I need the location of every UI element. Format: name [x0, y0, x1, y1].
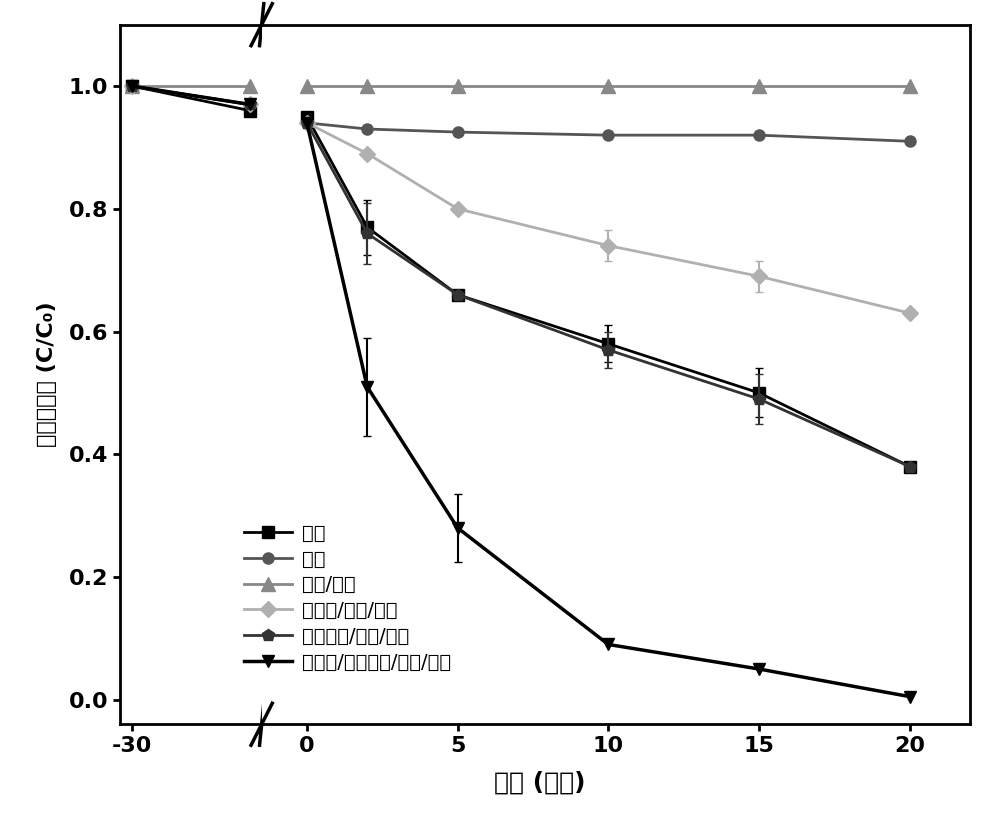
超声 [361, 222, 373, 232]
二硫化钼/超声/光照 [361, 229, 373, 239]
超声 [301, 112, 313, 122]
二硫化钼/超声/光照 [753, 394, 765, 404]
氮化碳/二硫化钼/超声/光照 [753, 664, 765, 674]
光照 [361, 124, 373, 134]
超声/光照 [361, 81, 373, 91]
超声/光照 [753, 81, 765, 91]
超声 [602, 339, 614, 349]
氮化碳/超声/光照 [904, 308, 916, 318]
氮化碳/超声/光照 [452, 204, 464, 214]
Line: 氮化碳/超声/光照: 氮化碳/超声/光照 [301, 118, 915, 319]
Y-axis label: 六价铬去除 (C/C₀): 六价铬去除 (C/C₀) [37, 302, 57, 447]
光照 [602, 130, 614, 140]
超声/光照 [602, 81, 614, 91]
二硫化钼/超声/光照 [904, 462, 916, 472]
Line: 氮化碳/二硫化钼/超声/光照: 氮化碳/二硫化钼/超声/光照 [301, 117, 916, 703]
氮化碳/超声/光照 [602, 240, 614, 250]
光照 [452, 127, 464, 137]
Legend: 超声, 光照, 超声/光照, 氮化碳/超声/光照, 二硫化钼/超声/光照, 氮化碳/二硫化钼/超声/光照: 超声, 光照, 超声/光照, 氮化碳/超声/光照, 二硫化钼/超声/光照, 氮化… [236, 516, 459, 680]
Line: 超声/光照: 超声/光照 [300, 79, 917, 93]
氮化碳/超声/光照 [361, 149, 373, 159]
Line: 二硫化钼/超声/光照: 二硫化钼/超声/光照 [301, 117, 916, 472]
氮化碳/超声/光照 [753, 272, 765, 281]
光照 [904, 137, 916, 146]
氮化碳/二硫化钼/超声/光照 [602, 639, 614, 649]
氮化碳/二硫化钼/超声/光照 [904, 691, 916, 701]
光照 [753, 130, 765, 140]
超声 [753, 388, 765, 398]
氮化碳/超声/光照 [301, 118, 313, 128]
Text: 时间 (分钟): 时间 (分钟) [494, 771, 586, 795]
超声/光照 [452, 81, 464, 91]
Line: 超声: 超声 [301, 111, 915, 472]
二硫化钼/超声/光照 [452, 290, 464, 300]
超声 [904, 462, 916, 472]
超声/光照 [301, 81, 313, 91]
二硫化钼/超声/光照 [602, 345, 614, 355]
超声/光照 [904, 81, 916, 91]
Line: 光照: 光照 [301, 118, 915, 146]
氮化碳/二硫化钼/超声/光照 [452, 523, 464, 532]
氮化碳/二硫化钼/超声/光照 [301, 118, 313, 128]
光照 [301, 118, 313, 128]
二硫化钼/超声/光照 [301, 118, 313, 128]
超声 [452, 290, 464, 300]
氮化碳/二硫化钼/超声/光照 [361, 382, 373, 392]
